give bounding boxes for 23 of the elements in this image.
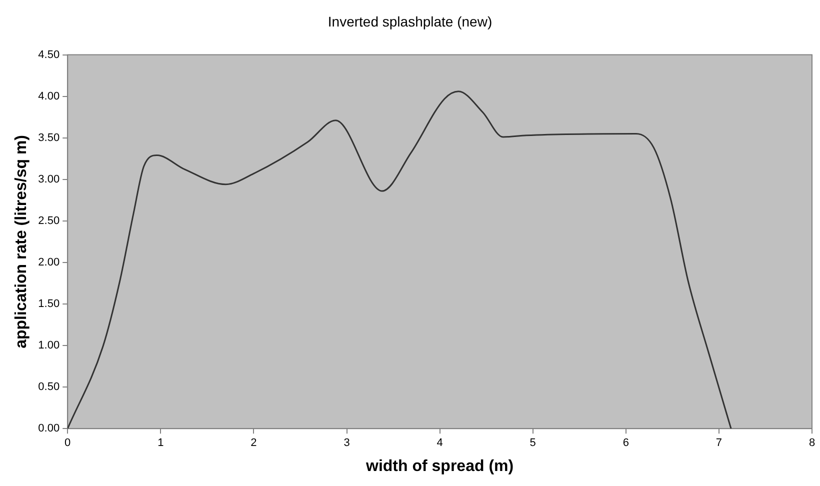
line-series (68, 90, 732, 429)
x-tick-label: 6 (622, 437, 629, 450)
x-tick-label: 3 (344, 437, 350, 450)
x-tick-label: 4 (436, 437, 443, 450)
y-tick-label: 0.00 (38, 422, 60, 435)
y-tick-label: 2.50 (38, 214, 60, 227)
y-tick-label: 0.50 (38, 381, 60, 394)
y-tick-label: 2.00 (38, 256, 60, 268)
x-tick-label: 0 (64, 437, 71, 450)
x-tick-label: 1 (158, 437, 164, 450)
x-tick-label: 5 (530, 437, 536, 450)
chart-title: Inverted splashplate (new) (328, 13, 492, 30)
y-tick-label: 1.00 (38, 340, 60, 352)
y-tick-label: 3.50 (38, 132, 60, 144)
x-tick-label: 8 (808, 437, 816, 450)
x-tick-label: 7 (716, 437, 722, 450)
y-tick-label: 4.00 (38, 90, 60, 102)
x-tick-label: 2 (250, 437, 257, 450)
x-axis-title: width of spread (m) (365, 458, 514, 475)
y-tick-label: 1.50 (38, 298, 60, 310)
y-tick-label: 3.00 (38, 173, 60, 186)
y-axis-title: application rate (litres/sq m) (13, 135, 30, 348)
y-tick-label: 4.50 (38, 48, 60, 61)
